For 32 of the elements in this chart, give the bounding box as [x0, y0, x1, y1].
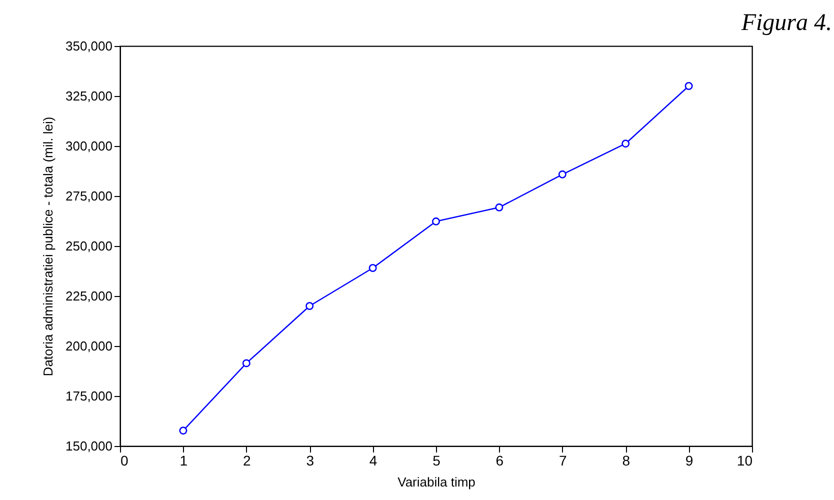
point — [684, 82, 693, 90]
point — [242, 359, 250, 368]
point — [306, 302, 314, 310]
y-axis-title: Datoria administratiei publice - totala (mil. lei) — [40, 116, 56, 376]
point — [432, 217, 440, 226]
y-tick-label: 300,000 — [66, 138, 112, 154]
x-tick-label: 7 — [559, 452, 567, 468]
x-tick-label: 4 — [369, 452, 378, 468]
x-axis-title: Variabila timp — [398, 474, 476, 490]
x-tick-label: 3 — [306, 452, 314, 468]
y-tick-label: 200,000 — [66, 338, 112, 354]
point — [179, 426, 188, 435]
x-tick-label: 5 — [432, 452, 441, 468]
y-tick-label: 225,000 — [66, 288, 112, 304]
y-tick-label: 150,000 — [66, 438, 112, 454]
x-tick-label: 8 — [622, 452, 630, 468]
x-tick-label: 9 — [685, 452, 694, 468]
x-tick-label: 1 — [180, 452, 188, 468]
y-tick-label: 275,000 — [66, 188, 112, 204]
point — [622, 140, 630, 148]
y-tick-label: 325,000 — [66, 88, 112, 104]
point — [558, 170, 566, 178]
y-tick-label: 250,000 — [66, 238, 112, 254]
x-tick-label: 10 — [736, 452, 753, 468]
point — [495, 203, 504, 212]
x-tick-label: 6 — [496, 452, 504, 468]
x-tick-label: 2 — [243, 452, 251, 468]
y-tick-label: 175,000 — [66, 388, 112, 404]
text: Figura 4. — [741, 10, 832, 37]
y-tick-label: 350,000 — [66, 38, 112, 54]
x-tick-label: 0 — [120, 452, 128, 468]
point — [368, 264, 377, 272]
